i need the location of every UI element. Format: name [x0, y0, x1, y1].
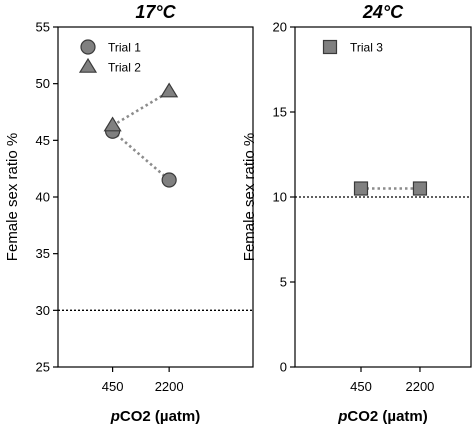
- y-tick-label: 40: [36, 190, 50, 205]
- y-tick-label: 0: [280, 360, 287, 375]
- legend-marker-triangle: [78, 57, 98, 73]
- chart-title: 24°C: [362, 2, 404, 22]
- y-tick-label: 55: [36, 20, 50, 35]
- x-axis-label: pCO2 (µatm): [337, 408, 428, 425]
- x-axis-label-rest: CO2 (µatm): [347, 408, 427, 425]
- data-point-circle: [161, 172, 177, 188]
- legend-label: Trial 3: [350, 41, 383, 55]
- data-point-triangle: [160, 82, 179, 98]
- y-tick-label: 15: [273, 105, 287, 120]
- y-axis-label: Female sex ratio %: [4, 133, 21, 261]
- x-axis-label-italic: p: [110, 408, 120, 425]
- plot-frame: [57, 26, 254, 368]
- x-axis-label-italic: p: [337, 408, 347, 425]
- y-tick-label: 30: [36, 303, 50, 318]
- x-axis-label: pCO2 (µatm): [110, 408, 201, 425]
- chart-24c: 24°C 0 5 10 15 20 450 2200 pCO2 (µatm) Female sex…: [241, 2, 472, 425]
- y-tick-label: 10: [273, 190, 287, 205]
- data-point-square: [353, 181, 369, 196]
- y-tick-label: 20: [273, 20, 287, 35]
- legend-marker-circle: [80, 39, 96, 55]
- y-tick-label: 50: [36, 76, 50, 91]
- y-tick-label: 5: [280, 275, 287, 290]
- x-tick-label: 2200: [155, 379, 184, 394]
- y-tick-label: 25: [36, 360, 50, 375]
- chart-title: 17°C: [135, 2, 176, 22]
- legend-label: Trial 1: [108, 41, 141, 55]
- x-tick-label: 450: [102, 379, 124, 394]
- legend-marker-square: [322, 39, 338, 55]
- series-line-1: [111, 130, 170, 181]
- data-point-square: [412, 181, 428, 196]
- x-axis-label-rest: CO2 (µatm): [120, 408, 200, 425]
- data-point-triangle: [103, 116, 122, 132]
- y-tick-label: 45: [36, 133, 50, 148]
- x-tick-label: 2200: [405, 379, 434, 394]
- y-tick-label: 35: [36, 246, 50, 261]
- x-tick-label: 450: [350, 379, 372, 394]
- y-axis-label: Female sex ratio %: [241, 133, 258, 261]
- chart-17c: 17°C 25 30 35 40 45 50 55 450 2200 pCO2 (µatm) Fema…: [4, 2, 254, 425]
- legend-label: Trial 2: [108, 61, 141, 75]
